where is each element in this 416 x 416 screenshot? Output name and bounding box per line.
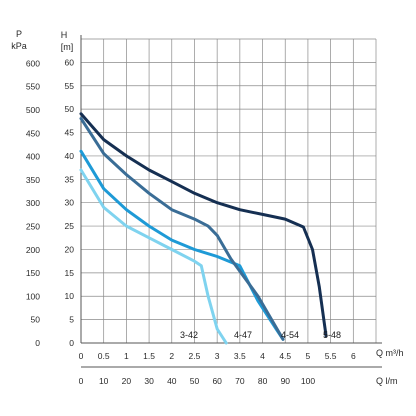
curve-4-47 xyxy=(79,149,285,341)
q-lm-tick-label: 0 xyxy=(79,376,84,386)
h-axis-label: H xyxy=(61,30,68,40)
curve-5-48 xyxy=(79,112,328,338)
curve-label-4-47: 4-47 xyxy=(234,330,252,340)
grid xyxy=(80,35,382,368)
h-tick-label: 0 xyxy=(69,338,74,348)
q-m3h-tick-label: 3.5 xyxy=(234,351,246,361)
p-tick-label: 600 xyxy=(26,58,40,68)
h-tick-label: 40 xyxy=(65,151,75,161)
p-tick-label: 250 xyxy=(26,222,40,232)
q-m3h-tick-label: 6 xyxy=(351,351,356,361)
tick-labels: 0510152025303540455055600501001502002503… xyxy=(26,57,356,386)
h-tick-label: 30 xyxy=(65,198,75,208)
q-m3h-tick-label: 0.5 xyxy=(98,351,110,361)
q-lm-tick-label: 40 xyxy=(167,376,177,386)
q-lm-tick-label: 10 xyxy=(99,376,109,386)
q-m3h-tick-label: 5.5 xyxy=(325,351,337,361)
h-tick-label: 20 xyxy=(65,244,75,254)
q-m3h-tick-label: 4.5 xyxy=(279,351,291,361)
q-lm-axis-label: Q l/m xyxy=(376,376,398,386)
p-tick-label: 50 xyxy=(31,315,41,325)
p-tick-label: 500 xyxy=(26,105,40,115)
p-axis-unit: kPa xyxy=(11,41,27,51)
p-tick-label: 550 xyxy=(26,82,40,92)
q-m3h-tick-label: 5 xyxy=(306,351,311,361)
curve-4-54 xyxy=(79,117,285,341)
p-tick-label: 350 xyxy=(26,175,40,185)
h-axis-unit: [m] xyxy=(61,42,74,52)
curve-3-42 xyxy=(79,168,228,345)
h-tick-label: 35 xyxy=(65,174,75,184)
h-tick-label: 60 xyxy=(65,57,75,67)
q-m3h-tick-label: 3 xyxy=(215,351,220,361)
curve-label-5-48: 5-48 xyxy=(323,330,341,340)
h-tick-label: 15 xyxy=(65,268,75,278)
p-tick-label: 200 xyxy=(26,245,40,255)
p-tick-label: 0 xyxy=(35,338,40,348)
q-m3h-tick-label: 4 xyxy=(260,351,265,361)
curves xyxy=(79,112,328,345)
p-tick-label: 400 xyxy=(26,152,40,162)
q-m3h-tick-label: 2 xyxy=(169,351,174,361)
q-lm-tick-label: 30 xyxy=(144,376,154,386)
q-lm-tick-label: 70 xyxy=(235,376,245,386)
h-tick-label: 10 xyxy=(65,291,75,301)
q-lm-tick-label: 60 xyxy=(212,376,222,386)
q-lm-tick-label: 100 xyxy=(301,376,315,386)
p-tick-label: 150 xyxy=(26,268,40,278)
curve-label-3-42: 3-42 xyxy=(180,330,198,340)
p-tick-label: 300 xyxy=(26,198,40,208)
p-tick-label: 100 xyxy=(26,291,40,301)
h-tick-label: 45 xyxy=(65,128,75,138)
q-m3h-tick-label: 0 xyxy=(79,351,84,361)
q-m3h-tick-label: 1.5 xyxy=(143,351,155,361)
h-tick-label: 5 xyxy=(69,315,74,325)
q-m3h-tick-label: 1 xyxy=(124,351,129,361)
q-lm-tick-label: 20 xyxy=(122,376,132,386)
curve-label-4-54: 4-54 xyxy=(281,330,299,340)
h-tick-label: 25 xyxy=(65,221,75,231)
p-axis-label: P xyxy=(16,29,22,39)
h-tick-label: 50 xyxy=(65,104,75,114)
q-m3h-tick-label: 2.5 xyxy=(189,351,201,361)
p-tick-label: 450 xyxy=(26,128,40,138)
h-tick-label: 55 xyxy=(65,81,75,91)
q-lm-tick-label: 50 xyxy=(190,376,200,386)
q-lm-tick-label: 80 xyxy=(258,376,268,386)
q-lm-tick-label: 90 xyxy=(281,376,291,386)
q-m3h-axis-label: Q m³/h xyxy=(376,348,404,358)
